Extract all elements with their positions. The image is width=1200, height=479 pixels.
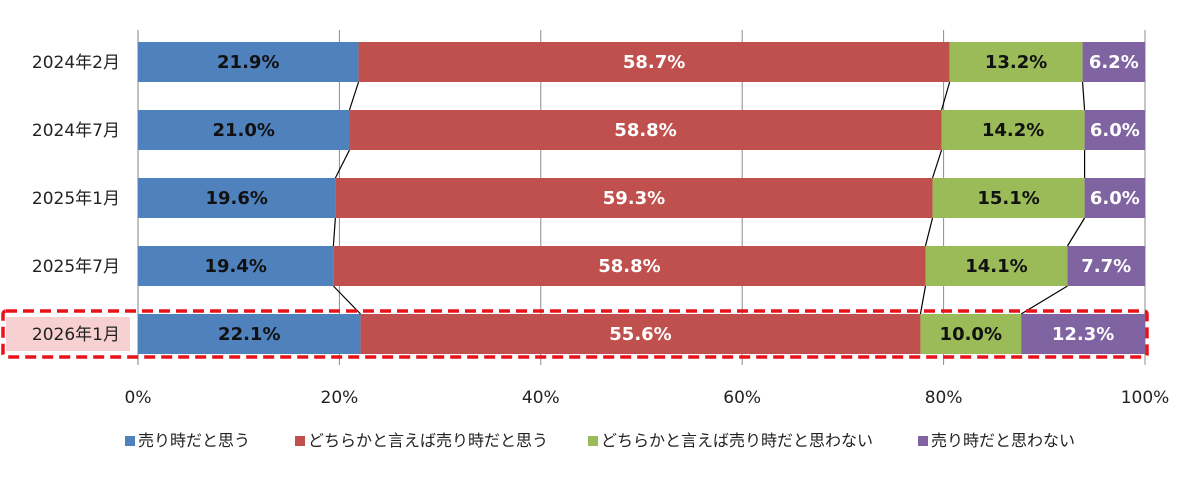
- series-line: [931, 149, 943, 179]
- x-tick-label: 0%: [125, 388, 152, 408]
- bar-segment: [360, 314, 921, 354]
- series-line: [941, 81, 951, 111]
- category-label: 2024年7月: [32, 121, 120, 141]
- legend-swatch: [295, 436, 305, 446]
- x-tick-label: 80%: [925, 388, 963, 408]
- legend-label: 売り時だと思わない: [931, 431, 1075, 450]
- series-line: [1066, 217, 1086, 247]
- highlight-label-background: [6, 317, 130, 351]
- bar-segment: [925, 246, 1068, 286]
- bar-segment: [920, 314, 1022, 354]
- series-line: [919, 285, 927, 315]
- x-axis-ticks: 0% 20% 40% 60% 80% 100%: [125, 388, 1170, 408]
- bar-segment: [349, 110, 942, 150]
- data-label: 7.7%: [1081, 256, 1131, 277]
- data-label: 58.8%: [598, 256, 660, 277]
- data-labels: 21.9% 58.7% 13.2% 6.2% 21.0% 58.8% 14.2% 6.0% 19…: [204, 52, 1139, 345]
- category-label: 2026年1月: [32, 325, 120, 345]
- bar-segment: [333, 246, 926, 286]
- bar-segment: [138, 110, 350, 150]
- data-label: 14.2%: [982, 120, 1044, 141]
- legend-swatch: [918, 436, 928, 446]
- legend-label: どちらかと言えば売り時だと思わない: [601, 431, 873, 450]
- data-label: 55.6%: [609, 324, 671, 345]
- bar-segment: [1021, 314, 1145, 354]
- bar-segment: [138, 314, 361, 354]
- data-label: 59.3%: [603, 188, 665, 209]
- data-label: 12.3%: [1052, 324, 1114, 345]
- bar-segment: [1067, 246, 1145, 286]
- category-labels: 2024年2月 2024年7月 2025年1月 2025年7月 2026年1月: [1, 53, 1149, 359]
- bar-segment: [358, 42, 950, 82]
- category-label: 2025年7月: [32, 257, 120, 277]
- bar-segment: [138, 178, 336, 218]
- data-label: 6.0%: [1090, 120, 1140, 141]
- series-line: [1081, 81, 1086, 111]
- legend: 売り時だと思う どちらかと言えば売り時だと思う どちらかと言えば売り時だと思わない 売…: [125, 431, 1075, 450]
- bar-segment: [932, 178, 1085, 218]
- legend-label: 売り時だと思う: [138, 431, 250, 450]
- data-label: 19.4%: [204, 256, 266, 277]
- data-label: 21.0%: [213, 120, 275, 141]
- category-label: 2024年2月: [32, 53, 120, 73]
- bar-segment: [1082, 42, 1145, 82]
- data-label: 15.1%: [977, 188, 1039, 209]
- x-tick-label: 100%: [1121, 388, 1170, 408]
- x-tick-label: 20%: [321, 388, 359, 408]
- data-label: 22.1%: [218, 324, 280, 345]
- x-tick-label: 40%: [522, 388, 560, 408]
- bar-segment: [949, 42, 1083, 82]
- data-label: 19.6%: [205, 188, 267, 209]
- legend-label: どちらかと言えば売り時だと思う: [308, 431, 548, 450]
- series-line: [334, 149, 351, 179]
- bar-segment: [941, 110, 1085, 150]
- data-label: 58.8%: [614, 120, 676, 141]
- highlight-box: [1, 309, 1149, 359]
- data-label: 6.0%: [1090, 188, 1140, 209]
- series-connector-lines: [332, 81, 1086, 315]
- bar-segment: [1084, 110, 1145, 150]
- series-line: [924, 217, 934, 247]
- series-line: [332, 217, 336, 247]
- data-label: 6.2%: [1089, 52, 1139, 73]
- category-label: 2025年1月: [32, 189, 120, 209]
- bar-segment: [138, 246, 334, 286]
- series-line: [348, 81, 360, 111]
- bars: [138, 42, 1145, 354]
- data-label: 13.2%: [985, 52, 1047, 73]
- legend-swatch: [125, 436, 135, 446]
- bar-segment: [1084, 178, 1145, 218]
- data-label: 14.1%: [965, 256, 1027, 277]
- bar-segment: [138, 42, 359, 82]
- x-tick-label: 60%: [723, 388, 761, 408]
- legend-swatch: [588, 436, 598, 446]
- data-label: 21.9%: [217, 52, 279, 73]
- data-label: 58.7%: [623, 52, 685, 73]
- bar-segment: [335, 178, 933, 218]
- data-label: 10.0%: [940, 324, 1002, 345]
